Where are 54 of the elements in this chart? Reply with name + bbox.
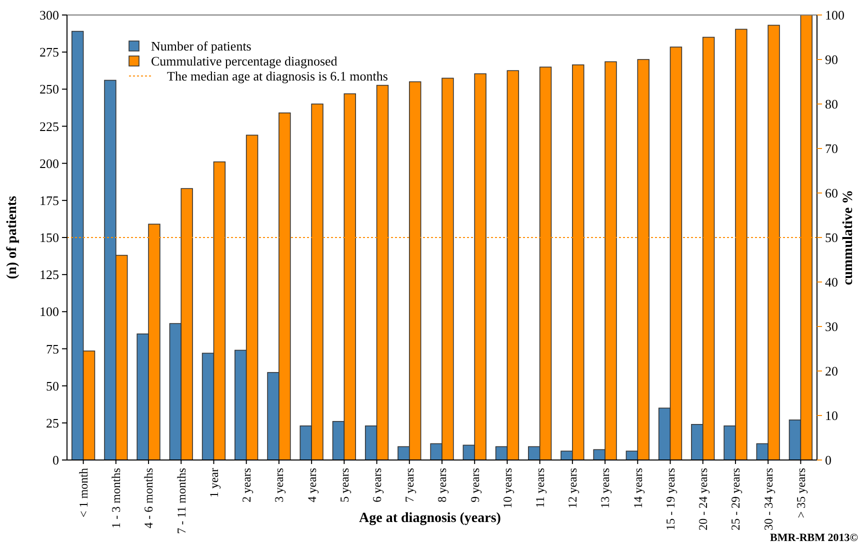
y-tick-label: 175: [40, 192, 59, 208]
y2-tick-label: 70: [825, 141, 838, 156]
x-tick-label: 4 - 6 months: [142, 468, 156, 528]
y-tick-label: 125: [40, 267, 59, 282]
x-tick-label: 30 - 34 years: [761, 468, 776, 530]
x-axis-title: Age at diagnosis (years): [359, 511, 502, 526]
y-tick-label: 50: [46, 378, 59, 394]
x-tick-label: < 1 month: [76, 468, 91, 518]
y2-tick-label: 80: [825, 96, 838, 112]
x-tick-label: > 35 years: [794, 468, 808, 518]
y2-tick-label: 50: [825, 230, 838, 246]
x-tick-label: 2 years: [240, 468, 254, 502]
y-tick-label: 150: [40, 230, 59, 246]
x-tick-label: 9 years: [468, 468, 482, 502]
y2-tick-label: 90: [825, 52, 838, 68]
y-tick-label: 100: [40, 304, 59, 320]
y-tick-label: 25: [46, 415, 59, 430]
x-tick-label: 3 years: [272, 468, 286, 502]
y-tick-label: 0: [52, 452, 59, 468]
x-tick-label: 6 years: [370, 468, 384, 502]
legend-label: Cummulative percentage diagnosed: [151, 54, 338, 69]
x-tick-label: 25 - 29 years: [728, 468, 743, 530]
x-tick-label: 10 years: [500, 468, 514, 508]
x-tick-label: 1 year: [206, 468, 221, 498]
y-tick-label: 75: [46, 341, 59, 356]
x-tick-label: 7 - 11 months: [174, 468, 188, 534]
y-tick-label: 200: [40, 156, 59, 171]
x-tick-label: 5 years: [337, 468, 352, 502]
y-tick-label: 250: [40, 82, 59, 97]
y2-axis-title: cummulative %: [841, 190, 856, 286]
y-tick-label: 225: [40, 118, 59, 134]
y-tick-label: 300: [40, 8, 59, 23]
x-tick-label: 1 - 3 months: [109, 468, 124, 528]
y2-tick-label: 30: [825, 319, 838, 334]
x-tick-label: 13 years: [598, 468, 612, 508]
x-tick-label: 7 years: [402, 468, 417, 502]
y2-tick-label: 40: [825, 274, 838, 290]
y2-tick-label: 10: [825, 408, 838, 424]
x-tick-label: 14 years: [630, 468, 645, 508]
x-tick-label: 8 years: [435, 468, 450, 502]
y-axis-title: (n) of patients: [5, 195, 20, 280]
x-tick-label: 20 - 24 years: [696, 468, 710, 530]
y2-tick-label: 100: [825, 8, 844, 23]
x-tick-label: 15 - 19 years: [663, 468, 678, 530]
y2-tick-label: 0: [825, 452, 832, 468]
legend-label: Number of patients: [151, 38, 252, 54]
x-tick-label: 4 years: [304, 468, 319, 502]
x-tick-label: 11 years: [533, 468, 548, 508]
legend-label: The median age at diagnosis is 6.1 months: [167, 68, 388, 84]
y2-tick-label: 60: [825, 186, 838, 201]
x-tick-label: 12 years: [566, 468, 580, 508]
text: BMR-RBM 2013©: [770, 532, 858, 543]
y2-tick-label: 20: [825, 364, 838, 379]
y-tick-label: 275: [40, 44, 59, 60]
